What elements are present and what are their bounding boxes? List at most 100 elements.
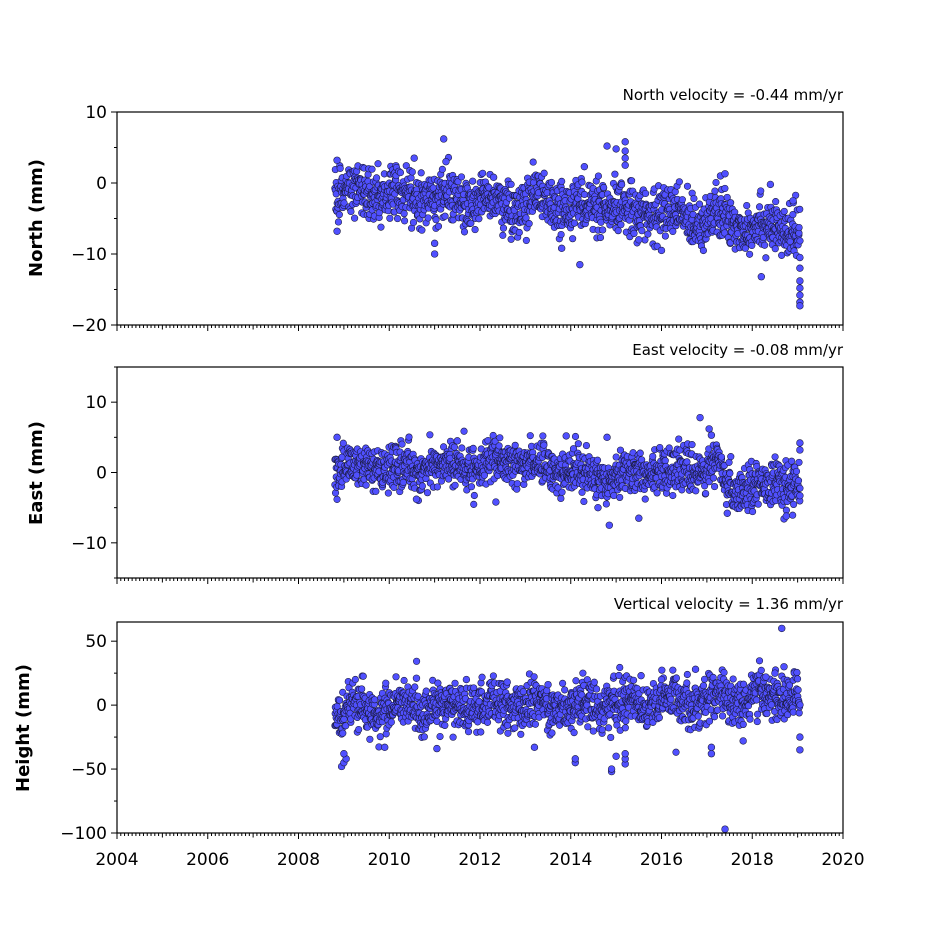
east-y-tick-label: −10 (71, 534, 107, 554)
north-data-point (540, 169, 548, 177)
height-data-point (449, 733, 457, 741)
height-data-point (795, 709, 803, 717)
height-outlier-point (571, 755, 579, 763)
east-data-point (649, 452, 657, 461)
north-data-point (741, 244, 749, 252)
height-data-point (796, 701, 804, 709)
east-outlier-point (796, 492, 804, 500)
height-outlier-point (381, 743, 389, 751)
north-data-point (796, 205, 804, 213)
east-outlier-point (782, 512, 790, 520)
height-data-point (371, 696, 379, 704)
height-data-point (584, 723, 592, 731)
east-data-point (569, 445, 578, 453)
north-data-point (761, 241, 769, 249)
east-outlier-point (605, 521, 613, 529)
north-data-point (661, 232, 669, 240)
east-outlier-point (696, 413, 704, 422)
north-data-point (569, 235, 577, 243)
north-data-point (409, 218, 418, 227)
height-data-point (589, 727, 597, 735)
height-data-point (422, 687, 430, 695)
east-data-point (433, 483, 441, 491)
east-data-point (683, 458, 691, 466)
north-data-point (401, 217, 409, 225)
height-data-point (382, 679, 390, 687)
east-data-point (495, 442, 503, 450)
north-data-point (522, 236, 530, 245)
north-outlier-point (442, 158, 450, 166)
east-data-point (571, 432, 580, 441)
north-outlier-point (580, 162, 589, 171)
north-outlier-point (333, 156, 341, 164)
height-data-point (700, 675, 709, 683)
north-outlier-point (657, 246, 666, 255)
height-data-point (366, 735, 374, 743)
height-data-point (719, 712, 727, 720)
north-outlier-point (635, 236, 643, 244)
height-outlier-point (691, 665, 700, 673)
east-data-point (362, 481, 370, 489)
height-data-point (739, 720, 747, 728)
east-data-point (470, 491, 478, 500)
north-data-point (618, 180, 626, 189)
height-outlier-point (780, 663, 788, 671)
height-outlier-point (739, 737, 747, 745)
height-data-point (694, 712, 702, 720)
height-data-point (470, 684, 478, 692)
east-outlier-point (635, 514, 643, 522)
north-data-point (373, 174, 381, 182)
east-data-point (460, 427, 468, 435)
height-data-point (598, 726, 606, 734)
east-data-point (557, 494, 565, 503)
east-data-point (574, 440, 582, 448)
north-data-point (507, 180, 515, 188)
east-data-point (790, 500, 798, 508)
east-data-point (675, 435, 683, 443)
north-data-point (438, 165, 446, 173)
east-data-point (702, 489, 710, 498)
north-data-point (690, 194, 698, 203)
north-data-point (596, 233, 605, 242)
east-data-point (399, 478, 407, 486)
north-data-point (374, 160, 382, 168)
north-data-point (522, 214, 530, 222)
height-data-point (607, 733, 615, 742)
north-data-point (630, 229, 638, 237)
north-data-point (402, 162, 410, 170)
height-data-point (621, 724, 629, 732)
north-data-point (578, 178, 586, 186)
height-data-point (789, 708, 797, 716)
north-data-point (570, 219, 579, 227)
east-outlier-point (453, 437, 461, 445)
north-data-point (695, 200, 704, 208)
north-outlier-point (796, 277, 804, 285)
height-data-point (669, 666, 677, 674)
east-data-point (796, 484, 804, 492)
east-data-point (418, 482, 426, 490)
east-data-point (539, 432, 547, 440)
north-outlier-point (489, 173, 498, 181)
east-outlier-point (796, 446, 804, 454)
north-data-point (669, 227, 677, 236)
east-data-points (331, 413, 804, 529)
north-data-point (475, 215, 483, 223)
east-data-point (526, 432, 534, 440)
north-data-point (499, 224, 508, 232)
east-data-point (470, 500, 478, 508)
height-outlier-point (607, 765, 616, 773)
north-outlier-point (576, 260, 584, 269)
east-y-tick-label: 0 (96, 464, 107, 484)
north-outlier-point (796, 291, 804, 299)
height-data-point (335, 696, 344, 704)
north-data-point (457, 173, 466, 181)
north-outlier-point (757, 273, 766, 281)
north-outlier-point (621, 161, 629, 169)
north-outlier-point (766, 180, 775, 189)
height-data-point (436, 732, 444, 741)
north-data-point (628, 177, 636, 185)
north-data-point (780, 207, 788, 215)
height-outlier-point (721, 825, 729, 833)
height-outlier-point (412, 674, 421, 682)
north-velocity-title: North velocity = -0.44 mm/yr (623, 86, 844, 104)
